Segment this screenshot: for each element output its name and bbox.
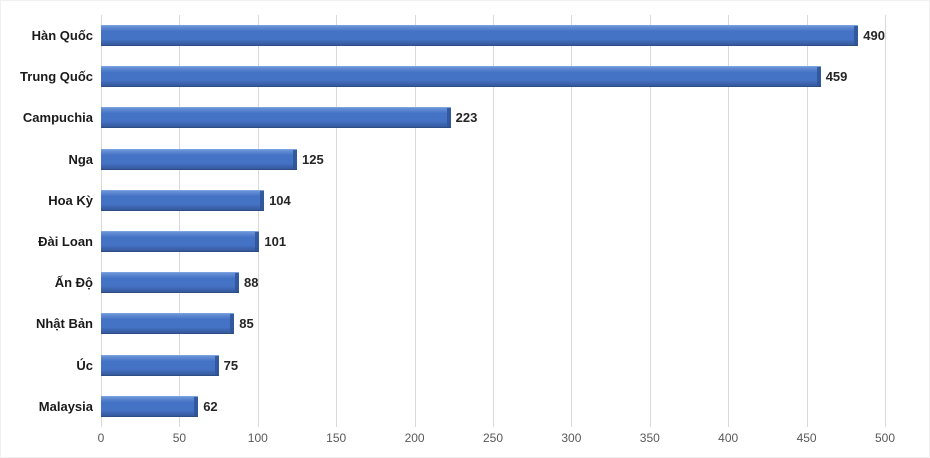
x-tick-label: 300	[561, 431, 582, 445]
value-label: 85	[239, 316, 254, 332]
value-label: 75	[223, 357, 239, 373]
bar	[101, 231, 260, 253]
x-tick-label: 500	[874, 431, 896, 445]
gridline	[257, 15, 259, 427]
bar	[101, 148, 297, 170]
gridline	[885, 15, 886, 427]
gridline	[649, 15, 651, 427]
x-tick-label: 200	[404, 431, 425, 445]
bar	[101, 354, 219, 376]
plot-area: 490 459 223 125 104 101 88 85 75 62	[101, 15, 886, 427]
x-tick-label: 400	[718, 431, 739, 445]
bar-row: 75	[101, 345, 885, 386]
bar-row: 459	[101, 56, 885, 97]
gridline	[493, 15, 494, 427]
x-tick-label: 50	[172, 431, 187, 445]
category-label: Malaysia	[38, 398, 93, 414]
bar-row: 490	[101, 15, 885, 56]
bar	[101, 272, 239, 294]
bar	[101, 395, 199, 417]
value-label: 125	[302, 151, 324, 167]
value-label: 223	[455, 110, 478, 126]
value-label: 490	[863, 28, 885, 44]
category-label: Campuchia	[22, 110, 93, 126]
value-label: 62	[203, 398, 218, 414]
bar-row: 62	[101, 386, 885, 427]
bar-row: 125	[101, 139, 885, 180]
category-label: Trung Quốc	[20, 69, 93, 85]
bar	[101, 107, 451, 129]
gridline	[179, 15, 181, 427]
value-label: 459	[825, 69, 848, 85]
value-label: 104	[269, 192, 291, 208]
x-tick-label: 250	[482, 431, 504, 445]
bar-row: 88	[101, 262, 885, 303]
bar	[101, 25, 859, 47]
bar-row: 104	[101, 180, 885, 221]
category-label: Hàn Quốc	[31, 28, 93, 43]
bar-row: 101	[101, 221, 885, 262]
value-label: 88	[243, 275, 259, 291]
category-label: Nga	[68, 151, 93, 167]
gridline	[414, 15, 416, 427]
gridline	[728, 15, 730, 427]
bar-row: 85	[101, 303, 885, 344]
value-label: 101	[264, 234, 287, 250]
x-tick-label: 100	[247, 431, 268, 445]
x-tick-label: 0	[97, 431, 105, 445]
bar	[101, 66, 821, 88]
gridline	[336, 15, 338, 427]
category-label: Hoa Kỳ	[48, 192, 93, 208]
bar-row: 223	[101, 97, 885, 138]
gridline	[806, 15, 808, 427]
x-axis: 0 50 100 150 200 250 300 350 400 450 500	[97, 431, 895, 451]
category-label: Úc	[76, 357, 93, 373]
gridline	[571, 15, 573, 427]
x-tick-label: 450	[796, 431, 817, 445]
x-tick-label: 150	[326, 431, 347, 445]
bar	[101, 313, 235, 335]
category-label: Ấn Độ	[54, 275, 93, 291]
category-label: Đài Loan	[38, 234, 93, 249]
x-tick-label: 350	[639, 431, 660, 445]
gridline	[101, 15, 102, 427]
category-label: Nhật Bản	[35, 316, 93, 332]
bar	[101, 189, 265, 211]
